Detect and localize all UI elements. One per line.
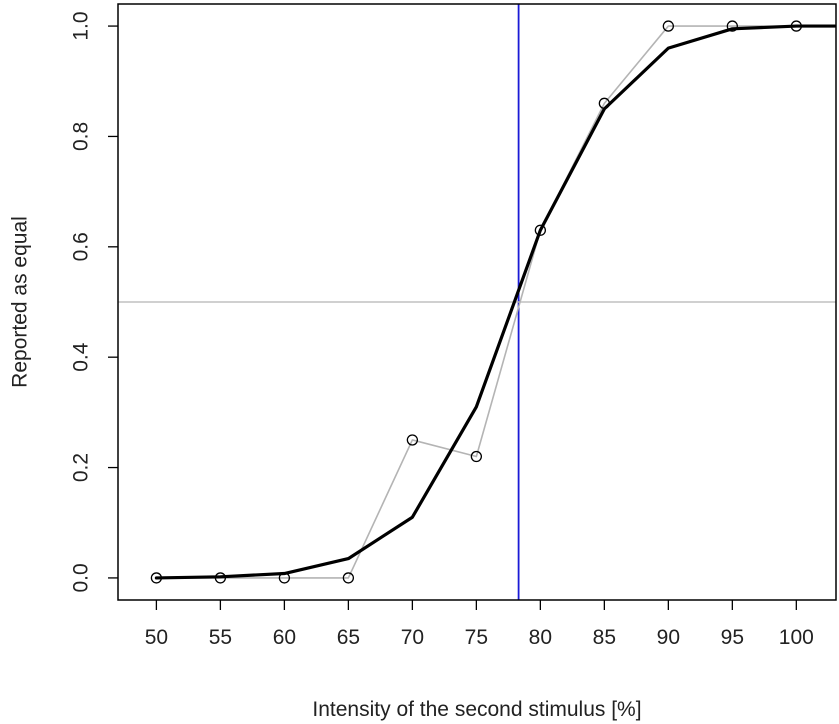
data-point [534,224,547,236]
data-point [406,434,419,446]
y-tick-label: 0.4 [70,342,93,372]
x-tick-label: 70 [401,626,424,649]
y-tick-label: 0.2 [70,453,93,482]
y-tick-label: 0.0 [70,563,93,592]
x-tick-label: 50 [145,626,168,649]
x-tick-label: 60 [273,626,296,649]
y-axis-title: Reported as equal [9,216,32,388]
data-point [726,20,738,32]
x-tick-label: 95 [721,626,744,649]
x-axis-title: Intensity of the second stimulus [%] [312,698,641,721]
x-tick-label: 100 [779,626,814,649]
reference-lines [118,4,836,600]
series-layer [150,20,836,584]
x-axis: 50 55 60 65 70 75 80 85 90 95 100 [145,600,814,649]
data-point [662,20,674,32]
y-axis: 0.0 0.2 0.4 0.6 0.8 1.0 [70,11,118,593]
x-tick-label: 65 [337,626,360,649]
x-tick-label: 55 [209,626,232,649]
observed-series-line [155,25,798,579]
y-tick-label: 0.8 [70,122,93,151]
x-tick-label: 75 [465,626,488,649]
fitted-series-line [154,24,836,580]
x-tick-label: 85 [593,626,616,649]
data-point [470,450,483,463]
data-point [342,572,355,584]
y-tick-label: 0.6 [70,232,93,261]
x-tick-label: 80 [529,626,552,649]
x-tick-label: 90 [657,626,680,649]
y-tick-label: 1.0 [70,11,93,40]
